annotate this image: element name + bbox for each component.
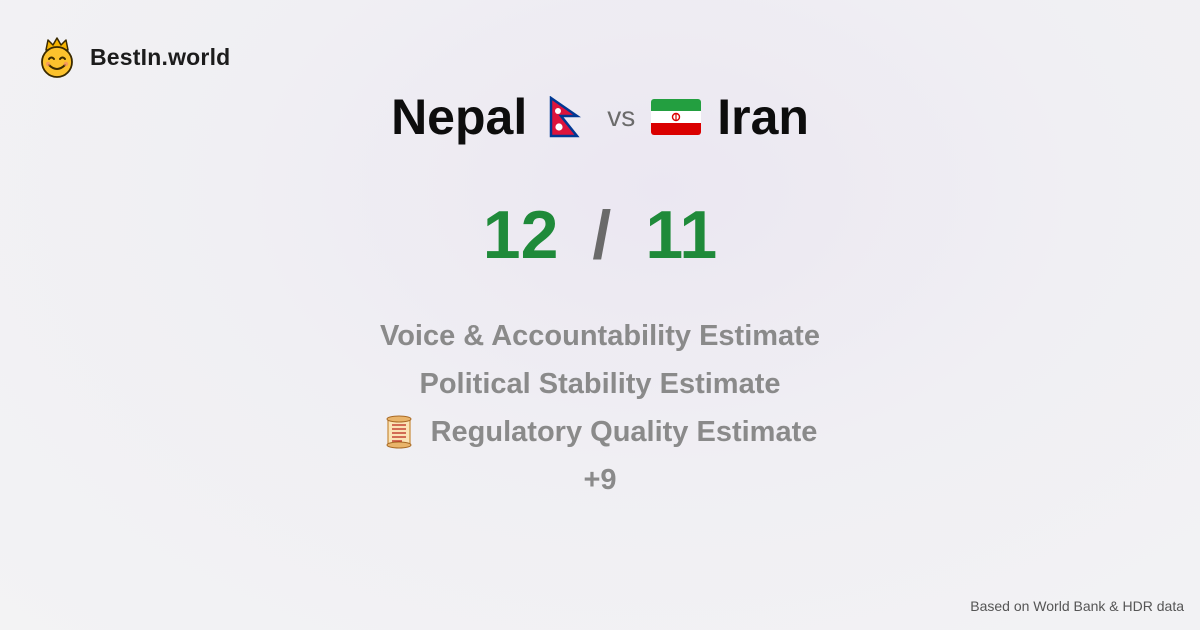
metric-label: Voice & Accountability Estimate: [380, 320, 820, 352]
data-source-note: Based on World Bank & HDR data: [970, 598, 1184, 614]
metrics-list: Voice & Accountability Estimate Politica…: [0, 312, 1200, 504]
smiling-face-with-crown-icon: [41, 37, 73, 78]
brand[interactable]: BestIn.world: [38, 36, 230, 78]
more-count: +9: [583, 464, 617, 496]
scroll-icon: [386, 415, 412, 449]
list-item: Regulatory Quality Estimate: [383, 408, 818, 456]
left-country-name: Nepal: [391, 89, 528, 145]
nepal-flag-icon: [549, 96, 582, 138]
brand-name: BestIn.world: [90, 43, 231, 70]
list-item: Political Stability Estimate: [420, 360, 781, 408]
left-score: 12: [482, 197, 559, 273]
comparison-title: Nepal vs Iran: [0, 88, 1200, 146]
right-score: 11: [645, 197, 718, 273]
right-country-name: Iran: [717, 89, 809, 145]
list-item: Voice & Accountability Estimate: [380, 312, 820, 360]
versus-label: vs: [607, 101, 636, 132]
metric-label: Political Stability Estimate: [419, 368, 781, 400]
score-row: 12 / 11: [0, 196, 1200, 274]
score-divider: /: [592, 197, 612, 273]
iran-flag-icon: [651, 99, 702, 135]
metric-label: Regulatory Quality Estimate: [430, 416, 818, 448]
